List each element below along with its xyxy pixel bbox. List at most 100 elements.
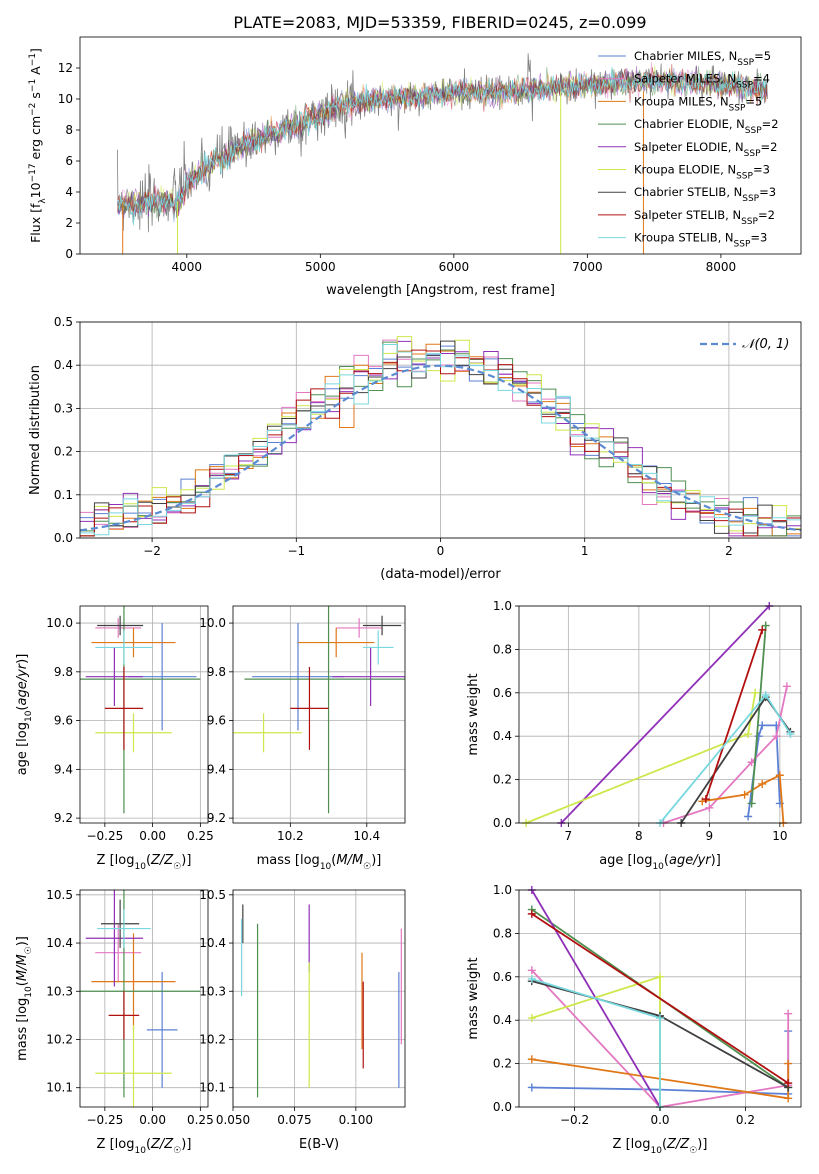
x-tick-label: 10.2	[277, 829, 304, 843]
y-tick-label: 0.0	[54, 531, 73, 545]
y-tick-label: 0.2	[54, 445, 73, 459]
histogram-step-kroupa-elodie	[80, 336, 801, 537]
histogram-step-chabrier-stelib	[80, 340, 801, 537]
axes-frame	[518, 605, 802, 824]
weight-marker-kroupa-stelib	[786, 730, 795, 739]
y-tick-label: 10.4	[199, 936, 226, 950]
x-axis-label: (data-model)/error	[380, 567, 501, 582]
y-tick-label: 9.8	[54, 665, 73, 679]
weight-line-kroupa-miles	[702, 773, 785, 824]
weight-marker-salpeter-miles	[527, 966, 536, 975]
y-tick-label: 0.8	[493, 926, 512, 940]
weight-marker-chabrier-miles	[754, 732, 763, 741]
model-line-chabrier-stelib	[117, 69, 768, 213]
weight-line-salpeter-elodie	[560, 605, 770, 824]
y-tick-label: 10.2	[199, 1032, 226, 1046]
legend-label-salpeter-elodie: Salpeter ELODIE, NSSP=2	[634, 140, 777, 159]
weight-marker-kroupa-elodie	[656, 972, 664, 981]
weight-marker-kroupa-stelib	[527, 974, 536, 983]
y-axis-label: age [log10(age/yr)]	[15, 654, 34, 776]
weight-marker-chabrier-miles	[758, 721, 767, 730]
legend-label-chabrier-elodie: Chabrier ELODIE, NSSP=2	[634, 117, 779, 136]
model-line-chabrier-elodie	[117, 66, 768, 219]
weight-line-salpeter-miles	[663, 686, 788, 824]
x-axis-label: mass [log10(M/M☉)]	[257, 853, 382, 872]
x-tick-label: 8000	[706, 260, 737, 274]
x-tick-label: 2	[725, 544, 733, 558]
data-spectrum-line	[117, 53, 768, 233]
x-tick-label: 10.4	[353, 829, 380, 843]
axes-frame	[232, 889, 406, 1108]
y-tick-label: 1.0	[493, 883, 512, 897]
x-tick-label: 6000	[439, 260, 470, 274]
legend-label-kroupa-elodie: Kroupa ELODIE, NSSP=3	[634, 163, 770, 182]
normal-curve	[79, 364, 802, 532]
weight-marker-chabrier-miles	[527, 1083, 536, 1092]
y-tick-label: 0.6	[493, 970, 512, 984]
y-tick-label: 10.0	[46, 616, 73, 630]
age-vs-Z-panel: −0.25 0.00 0.25 9.2 9.4 9.6 9.8 10.0 Z [log10(Z/…	[15, 605, 214, 872]
legend-label-salpeter-stelib: Salpeter STELIB, NSSP=2	[634, 208, 775, 227]
weight-marker-kroupa-miles	[784, 1094, 793, 1103]
spectrum-panel: 4000 5000 6000 7000 8000 0 2 4 6 8 10 12 wavelength …	[28, 36, 802, 298]
y-tick-label: 0	[65, 247, 73, 261]
x-tick-label: 0	[437, 544, 445, 558]
y-tick-label: 0.0	[493, 1100, 512, 1114]
y-tick-label: 1.0	[493, 599, 512, 613]
y-tick-label: 0.5	[54, 315, 73, 329]
weight-line-salpeter-stelib	[704, 629, 764, 800]
y-tick-label: 9.4	[54, 762, 73, 776]
y-tick-label: 12	[58, 61, 73, 75]
x-tick-label: 0.050	[216, 1113, 250, 1127]
x-axis-label: Z [log10(Z/Z☉)]	[97, 1137, 192, 1156]
y-axis-label: Flux [fλ10−17 erg cm−2 s−1 A−1]	[28, 48, 48, 243]
x-tick-label: 0.0	[650, 1113, 669, 1127]
y-tick-label: 10.5	[46, 888, 73, 902]
y-axis-label: mass weight	[466, 673, 481, 755]
weight-line-kroupa-elodie	[525, 692, 757, 824]
y-tick-label: 0.2	[493, 1057, 512, 1071]
y-tick-label: 10.1	[46, 1081, 73, 1095]
weight-marker-salpeter-miles	[772, 732, 781, 741]
y-tick-label: 10.2	[46, 1032, 73, 1046]
y-tick-label: 10	[58, 92, 73, 106]
x-tick-label: 0.25	[187, 829, 214, 843]
x-tick-label: −2	[143, 544, 161, 558]
weight-marker-salpeter-miles	[784, 1009, 793, 1018]
mass-vs-Z-panel: −0.25 0.00 0.25 10.1 10.2 10.3 10.4 10.5 Z [log1…	[15, 888, 214, 1156]
x-axis-label: E(B-V)	[299, 1137, 339, 1152]
weight-marker-kroupa-miles	[740, 790, 749, 799]
x-tick-label: 1	[581, 544, 589, 558]
y-tick-label: 9.6	[207, 714, 226, 728]
weight-marker-kroupa-elodie	[527, 1014, 536, 1023]
weight-line-salpeter-stelib	[531, 913, 789, 1084]
weight-marker-salpeter-stelib	[527, 909, 536, 918]
x-tick-label: 5000	[305, 260, 336, 274]
x-axis-label: Z [log10(Z/Z☉)]	[97, 853, 192, 872]
y-tick-label: 10.3	[199, 984, 226, 998]
legend-label-kroupa-miles: Kroupa MILES, NSSP=5	[634, 94, 762, 113]
x-tick-label: −0.25	[86, 1113, 123, 1127]
weight-line-chabrier-elodie	[750, 625, 767, 804]
weight-marker-kroupa-miles	[775, 771, 784, 780]
residuals-panel: −2 −1 0 1 2 0.0 0.1 0.2 0.3 0.4 0.5 (data-model)/er…	[28, 315, 802, 582]
y-tick-label: 0.8	[493, 642, 512, 656]
x-axis-label: age [log10(age/yr)]	[599, 853, 721, 872]
weight-marker-salpeter-stelib	[701, 795, 710, 804]
x-axis-label: Z [log10(Z/Z☉)]	[613, 1137, 708, 1156]
mass-vs-EBV-panel: 0.050 0.075 0.100 10.1 10.2 10.3 10.4 10.5 E(B-V…	[199, 888, 406, 1152]
y-tick-label: 10.3	[46, 984, 73, 998]
weight-marker-kroupa-miles	[527, 1055, 536, 1064]
x-tick-label: 0.00	[139, 1113, 166, 1127]
legend-label-chabrier-miles: Chabrier MILES, NSSP=5	[634, 49, 771, 68]
x-tick-label: −0.25	[86, 829, 123, 843]
y-tick-label: 0.1	[54, 488, 73, 502]
y-tick-label: 9.4	[207, 762, 226, 776]
weight-marker-salpeter-miles	[782, 682, 791, 691]
weight-marker-chabrier-elodie	[747, 799, 756, 808]
legend-label-salpeter-miles: Salpeter MILES, NSSP=4	[634, 72, 770, 91]
weight-marker-salpeter-miles	[705, 803, 714, 812]
histogram-step-kroupa-stelib	[80, 343, 801, 536]
legend-label-chabrier-stelib: Chabrier STELIB, NSSP=3	[634, 185, 776, 204]
